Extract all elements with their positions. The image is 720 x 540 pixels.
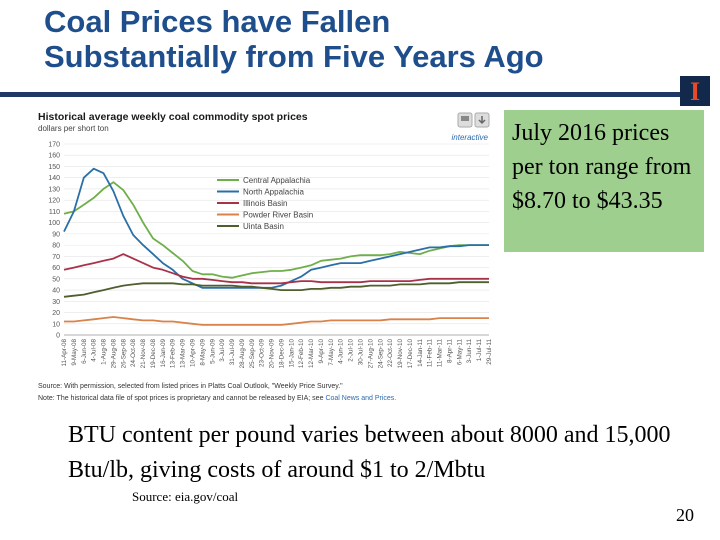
x-tick-label: 18-Dec-09 (278, 339, 285, 369)
x-tick-label: 19-Dec-08 (150, 339, 157, 369)
y-tick-label: 20 (52, 310, 60, 317)
x-tick-label: 11-Mar-11 (437, 339, 444, 368)
x-tick-label: 13-Feb-09 (170, 339, 177, 369)
legend-label: Central Appalachia (243, 176, 311, 185)
source-citation: Source: eia.gov/coal (132, 489, 239, 504)
y-tick-label: 0 (56, 333, 60, 340)
slide-title: Coal Prices have Fallen Substantially fr… (44, 4, 684, 74)
x-tick-label: 6-May-11 (456, 339, 463, 366)
y-tick-label: 40 (52, 288, 60, 295)
slide-title-line2: Substantially from Five Years Ago (44, 39, 544, 74)
y-tick-label: 50 (52, 276, 60, 283)
page-number: 20 (676, 505, 694, 525)
series-line-uinta-basin (63, 281, 489, 298)
x-tick-label: 9-Apr-10 (318, 339, 325, 364)
x-tick-label: 9-May-08 (71, 339, 78, 366)
y-tick-label: 150 (48, 164, 60, 171)
x-tick-label: 8-Apr-11 (446, 339, 453, 364)
spot-price-chart: Historical average weekly coal commodity… (38, 111, 493, 402)
y-tick-label: 140 (48, 175, 60, 182)
y-tick-label: 160 (48, 153, 60, 160)
x-tick-label: 25-Sep-09 (249, 339, 256, 369)
x-tick-label: 10-Apr-09 (189, 339, 196, 367)
y-tick-label: 10 (52, 321, 60, 328)
x-tick-label: 19-Nov-10 (397, 339, 404, 369)
y-tick-label: 60 (52, 265, 60, 272)
chart-unit-label: dollars per short ton (38, 124, 109, 133)
x-tick-label: 29-Jul-11 (486, 339, 493, 365)
series-line-central-appalachia (63, 181, 489, 279)
chart-source-note: Source: With permission, selected from l… (38, 383, 343, 390)
series-line-illinois-basin (63, 253, 489, 285)
x-tick-label: 26-Sep-08 (120, 339, 127, 369)
x-tick-label: 24-Oct-08 (130, 339, 137, 367)
x-tick-label: 1-Aug-08 (101, 339, 108, 365)
series-line-north-appalachia (63, 167, 489, 289)
price-range-callout: July 2016 prices per ton range from $8.7… (504, 110, 704, 252)
x-tick-label: 2-Jul-10 (348, 339, 355, 362)
download-icon[interactable] (474, 112, 490, 128)
x-tick-label: 29-Aug-08 (110, 339, 117, 369)
x-tick-label: 22-Oct-10 (387, 339, 394, 367)
y-tick-label: 110 (49, 209, 60, 216)
x-tick-label: 3-Jun-11 (466, 339, 473, 364)
x-tick-label: 20-Nov-09 (269, 339, 276, 369)
x-tick-label: 23-Oct-09 (259, 339, 266, 367)
x-tick-label: 17-Dec-10 (407, 339, 414, 369)
x-tick-label: 8-May-09 (199, 339, 206, 366)
interactive-link[interactable]: interactive (452, 133, 489, 142)
legend-label: Powder River Basin (243, 211, 313, 220)
y-tick-label: 70 (52, 254, 60, 261)
series-line-powder-river-basin (64, 316, 489, 326)
x-tick-label: 4-Jul-08 (91, 339, 98, 362)
y-tick-label: 130 (48, 186, 60, 193)
x-tick-label: 6-Jun-08 (81, 339, 88, 364)
print-icon[interactable] (457, 112, 473, 128)
x-tick-label: 31-Jul-09 (229, 339, 236, 366)
y-tick-label: 30 (52, 299, 60, 306)
legend-label: North Appalachia (243, 188, 304, 197)
y-tick-label: 80 (52, 243, 60, 250)
logo-letter: I (690, 77, 700, 106)
y-tick-label: 170 (48, 142, 60, 149)
x-tick-label: 24-Sep-10 (377, 339, 384, 369)
title-divider (0, 92, 693, 97)
x-tick-label: 12-Mar-10 (308, 339, 315, 369)
y-tick-label: 120 (48, 198, 60, 205)
x-tick-label: 30-Jul-10 (358, 339, 365, 366)
university-logo-icon: I (680, 76, 710, 106)
x-tick-label: 13-Mar-09 (180, 339, 187, 369)
btu-content-text: BTU content per pound varies between abo… (68, 422, 671, 483)
chart-panel: Historical average weekly coal commodity… (34, 104, 504, 404)
x-tick-label: 5-Jun-09 (209, 339, 216, 364)
legend-label: Illinois Basin (243, 199, 287, 208)
x-tick-label: 14-Jan-11 (417, 339, 424, 367)
chart-title: Historical average weekly coal commodity… (38, 111, 308, 123)
chart-historical-note: Note: The historical data file of spot p… (38, 395, 396, 402)
x-tick-label: 7-May-10 (328, 339, 335, 366)
x-tick-label: 16-Jan-09 (160, 339, 167, 368)
coal-news-link[interactable]: Coal News and Prices. (325, 395, 396, 402)
x-tick-label: 28-Aug-09 (239, 339, 246, 369)
x-tick-label: 4-Jun-10 (338, 339, 345, 364)
x-tick-label: 12-Feb-10 (298, 339, 305, 369)
x-tick-label: 3-Jul-09 (219, 339, 226, 362)
slide-title-line1: Coal Prices have Fallen (44, 4, 391, 39)
y-tick-label: 90 (52, 231, 60, 238)
historical-note-text: Note: The historical data file of spot p… (38, 395, 324, 402)
x-tick-label: 1-Jul-11 (476, 339, 483, 362)
legend-label: Uinta Basin (243, 222, 284, 231)
y-tick-label: 100 (48, 220, 60, 227)
x-tick-label: 21-Nov-08 (140, 339, 147, 369)
x-tick-label: 11-Feb-11 (427, 339, 434, 368)
x-tick-label: 15-Jan-10 (288, 339, 295, 368)
x-tick-label: 27-Aug-10 (367, 339, 374, 369)
x-tick-label: 11-Apr-08 (61, 339, 68, 367)
